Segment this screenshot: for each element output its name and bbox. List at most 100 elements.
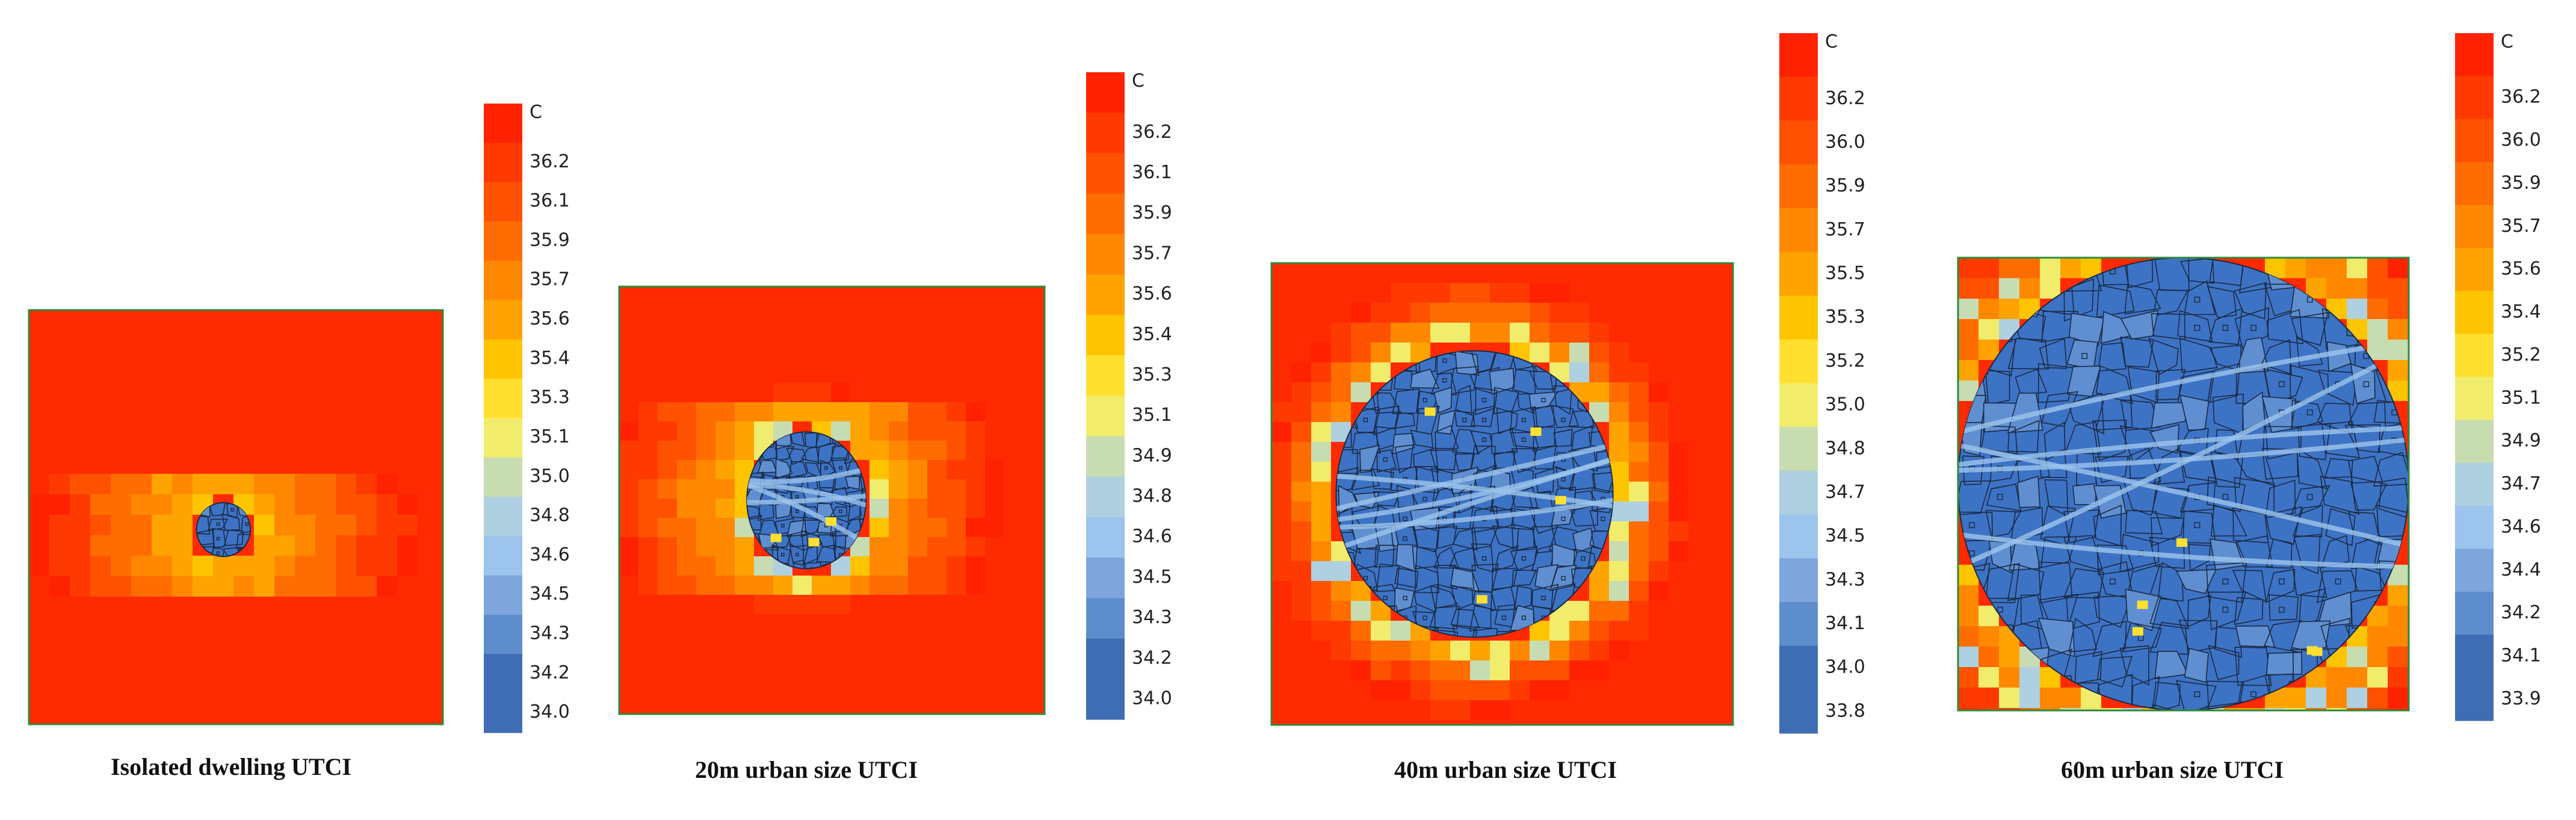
building	[2015, 368, 2048, 396]
halo-cell	[356, 556, 377, 576]
building	[807, 475, 819, 493]
colorbar-block	[1779, 296, 1818, 340]
halo-cell	[1609, 343, 1629, 362]
courtyard	[838, 466, 842, 470]
building	[1531, 583, 1559, 610]
courtyard	[1561, 477, 1566, 482]
building	[1449, 547, 1476, 571]
halo-cell	[2347, 647, 2367, 667]
halo-cell	[715, 576, 735, 595]
building	[2296, 335, 2323, 367]
halo-cell	[1649, 581, 1669, 601]
halo-cell	[831, 576, 850, 595]
halo-cell	[1629, 402, 1649, 422]
halo-cell	[715, 441, 735, 460]
building	[2293, 533, 2321, 575]
halo-cell	[1311, 621, 1331, 641]
courtyard	[838, 509, 842, 514]
halo-cell	[947, 518, 966, 537]
halo-cell	[1450, 641, 1470, 660]
courtyard	[1422, 615, 1427, 620]
building	[2151, 402, 2187, 429]
building	[2346, 707, 2386, 710]
halo-cell	[1958, 606, 1978, 626]
building	[1491, 429, 1518, 454]
colorbar-tick-label: 34.9	[2501, 430, 2541, 452]
halo-cell	[49, 474, 70, 494]
halo-cell	[1999, 278, 2019, 299]
halo-cell	[1609, 382, 1629, 402]
halo-cell	[927, 537, 947, 556]
heatmap-2	[618, 285, 1046, 715]
building	[1571, 424, 1593, 451]
cooling-halo	[1958, 258, 2409, 710]
halo-cell	[1311, 442, 1331, 462]
building	[1452, 527, 1478, 551]
colorbar-tick-label: 36.2	[1825, 88, 1865, 109]
halo-cell	[947, 499, 966, 518]
building	[1471, 527, 1498, 550]
halo-cell	[1450, 700, 1470, 720]
halo-cell	[831, 595, 850, 614]
halo-cell	[889, 402, 908, 421]
warm-spot	[808, 538, 820, 547]
building	[2269, 594, 2299, 621]
halo-cell	[2367, 278, 2388, 299]
halo-cell	[2367, 647, 2388, 667]
halo-cell	[356, 535, 377, 556]
building	[1549, 564, 1577, 592]
halo-cell	[1649, 561, 1669, 581]
building	[1413, 447, 1439, 473]
heatmap-3	[1270, 262, 1734, 726]
courtyard	[1422, 397, 1427, 403]
halo-cell	[1649, 502, 1669, 521]
building	[2157, 562, 2184, 602]
colorbar-tick-label: 34.5	[530, 583, 570, 604]
colorbar-tick-label: 36.2	[530, 151, 570, 172]
heatmap-frame	[618, 285, 1046, 715]
building	[1534, 467, 1555, 494]
courtyard	[824, 466, 828, 470]
street	[747, 493, 866, 505]
building	[2234, 647, 2272, 686]
halo-cell	[111, 515, 131, 535]
halo-cell	[2306, 688, 2326, 708]
halo-cell	[1510, 641, 1530, 660]
colorbar-tick-label: 34.1	[2501, 645, 2541, 666]
halo-cell	[1569, 343, 1589, 362]
halo-cell	[677, 556, 696, 576]
halo-cell	[274, 556, 295, 576]
halo-cell	[1510, 283, 1530, 303]
halo-cell	[315, 556, 336, 576]
building	[1494, 545, 1519, 572]
halo-cell	[1958, 319, 1978, 340]
halo-cell	[1629, 541, 1649, 561]
building	[2244, 707, 2274, 710]
courtyard	[245, 522, 249, 526]
halo-cell	[111, 535, 131, 556]
halo-cell	[1629, 521, 1649, 541]
colorbar-tick-label: 35.9	[2501, 172, 2541, 193]
halo-cell	[1291, 442, 1311, 462]
building	[223, 529, 244, 547]
halo-cell	[696, 576, 715, 595]
courtyard	[1521, 437, 1526, 442]
halo-cell	[754, 595, 773, 614]
building	[2097, 656, 2133, 688]
halo-cell	[658, 421, 677, 441]
halo-cell	[908, 576, 927, 595]
halo-cell	[336, 576, 356, 597]
courtyard	[780, 553, 785, 557]
halo-cell	[1331, 402, 1351, 422]
building	[2065, 421, 2102, 455]
halo-cell	[1311, 521, 1331, 541]
building	[2207, 476, 2246, 512]
halo-cell	[2367, 299, 2388, 319]
building	[2184, 280, 2216, 315]
halo-cell	[70, 494, 90, 515]
halo-cell	[1291, 382, 1311, 402]
halo-cell	[1589, 660, 1609, 680]
colorbar-block	[1779, 558, 1818, 603]
halo-cell	[754, 402, 773, 421]
building	[1430, 372, 1457, 396]
